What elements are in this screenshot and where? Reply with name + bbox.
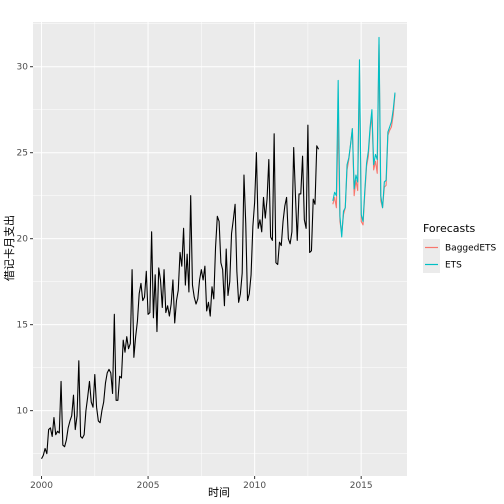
x-tick-label: 2015 [350, 481, 373, 491]
y-tick-label: 30 [17, 63, 29, 73]
y-tick-label: 20 [17, 235, 29, 245]
series-line-ets [332, 36, 396, 238]
x-tick-label: 2005 [137, 481, 160, 491]
x-axis: 2000 2005 2010 2015 [30, 476, 373, 491]
x-tick-label: 2010 [243, 481, 266, 491]
legend: Forecasts BaggedETS ETS [423, 222, 497, 273]
x-axis-title: 时间 [208, 486, 230, 499]
legend-title: Forecasts [423, 222, 476, 235]
y-tick-label: 15 [17, 321, 28, 331]
legend-label-baggedets: BaggedETS [445, 244, 497, 254]
y-tick-label: 10 [17, 407, 29, 417]
series-line-history [41, 124, 320, 460]
series-lines [41, 36, 396, 460]
y-tick-label: 25 [17, 149, 28, 159]
grid-lines [33, 22, 407, 476]
y-axis-title: 借记卡月支出 [2, 215, 16, 281]
x-tick-label: 2000 [30, 481, 53, 491]
legend-label-ets: ETS [445, 261, 462, 271]
y-axis: 10 15 20 25 30 [17, 63, 33, 417]
